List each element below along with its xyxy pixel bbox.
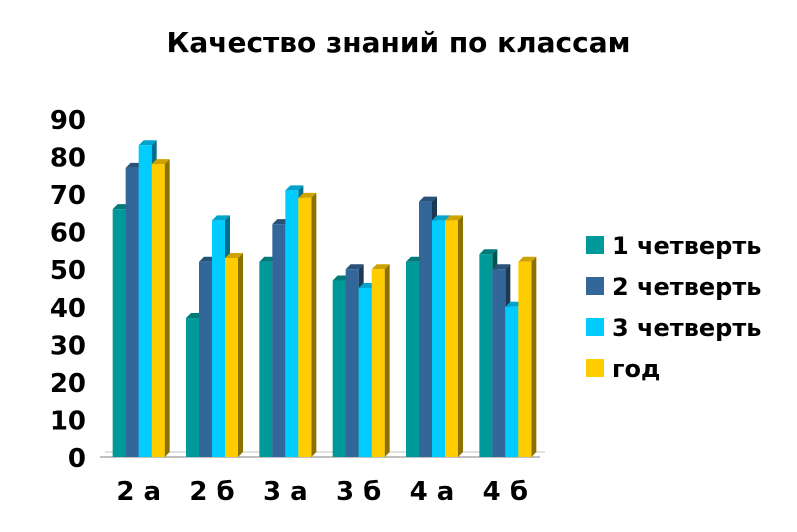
bar bbox=[272, 224, 286, 457]
bar bbox=[298, 197, 312, 457]
x-tick-label: 2 б bbox=[189, 477, 234, 507]
bar-side bbox=[164, 159, 170, 458]
bar-top bbox=[518, 256, 537, 262]
bar-side bbox=[458, 215, 463, 457]
bar bbox=[445, 220, 458, 457]
bar bbox=[358, 288, 372, 457]
bar-side bbox=[384, 264, 390, 457]
legend-swatch bbox=[586, 359, 604, 377]
bar-side bbox=[238, 252, 243, 457]
bar bbox=[199, 261, 212, 457]
bar-top bbox=[225, 252, 243, 258]
legend-swatch bbox=[586, 277, 604, 295]
bar-side bbox=[311, 192, 317, 457]
bar-top bbox=[492, 264, 511, 270]
bar-top bbox=[345, 264, 364, 270]
legend-swatch bbox=[586, 236, 604, 254]
bar bbox=[138, 145, 152, 458]
x-tick-label: 3 б bbox=[336, 477, 381, 507]
x-tick-label: 2 а bbox=[116, 477, 161, 507]
y-tick-label: 20 bbox=[50, 369, 86, 399]
y-tick-label: 30 bbox=[50, 331, 86, 361]
bar bbox=[345, 269, 359, 457]
bar bbox=[371, 269, 385, 457]
bar bbox=[492, 269, 506, 457]
legend-label: 3 четверть bbox=[612, 314, 761, 342]
bar bbox=[518, 261, 532, 457]
chart-title: Качество знаний по классам bbox=[166, 26, 631, 59]
bar bbox=[112, 209, 126, 457]
y-tick-label: 80 bbox=[50, 144, 86, 174]
bar-top bbox=[212, 215, 230, 221]
bar-top bbox=[432, 215, 450, 221]
bar-top bbox=[445, 215, 463, 221]
bar bbox=[285, 190, 299, 457]
y-tick-label: 60 bbox=[50, 219, 86, 249]
bar bbox=[479, 254, 493, 457]
bar bbox=[419, 201, 432, 457]
bar bbox=[212, 220, 225, 457]
bar bbox=[186, 318, 199, 457]
bar-top bbox=[138, 140, 157, 146]
bar bbox=[406, 261, 419, 457]
x-tick-label: 4 а bbox=[410, 477, 455, 507]
bar bbox=[125, 167, 139, 458]
bar bbox=[432, 220, 445, 457]
y-tick-label: 10 bbox=[50, 406, 86, 436]
bar-top bbox=[285, 185, 304, 191]
y-tick-label: 40 bbox=[50, 294, 86, 324]
bar-top bbox=[151, 159, 170, 165]
legend-label: 1 четверть bbox=[612, 232, 761, 260]
legend-swatch bbox=[586, 318, 604, 336]
legend-label: год bbox=[612, 355, 660, 383]
x-tick-label: 4 б bbox=[483, 477, 528, 507]
bar-top bbox=[371, 264, 390, 270]
bar-side bbox=[531, 256, 537, 457]
y-tick-label: 70 bbox=[50, 181, 86, 211]
bar bbox=[259, 261, 273, 457]
legend-label: 2 четверть bbox=[612, 273, 761, 301]
bar-top bbox=[419, 196, 437, 202]
bar bbox=[225, 257, 238, 457]
x-tick-label: 3 а bbox=[263, 477, 308, 507]
bar bbox=[332, 280, 346, 457]
y-tick-label: 50 bbox=[50, 256, 86, 286]
bar-top bbox=[479, 249, 498, 255]
bar-top bbox=[298, 192, 317, 198]
bar bbox=[151, 164, 165, 458]
y-tick-label: 90 bbox=[50, 106, 86, 136]
y-tick-label: 0 bbox=[68, 444, 86, 474]
bar bbox=[505, 306, 519, 457]
